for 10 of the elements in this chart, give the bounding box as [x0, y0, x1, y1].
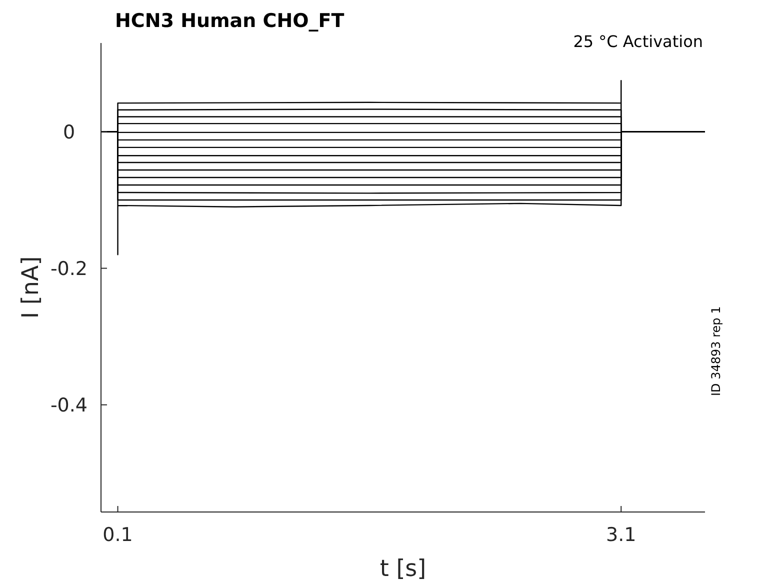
y-tick-label: 0 — [62, 121, 76, 144]
chart-title: HCN3 Human CHO_FT — [115, 10, 344, 32]
y-axis-title: I [nA] — [18, 256, 44, 319]
annotation: 25 °C Activation — [573, 32, 703, 51]
x-tick-label: 0.1 — [102, 524, 133, 546]
y-tick-label: -0.2 — [50, 258, 88, 280]
y-tick-label: -0.4 — [50, 394, 88, 416]
x-tick-label: 3.1 — [606, 524, 636, 546]
text: ID 34893 rep 1 — [709, 306, 723, 396]
x-axis-title: t [s] — [380, 556, 426, 582]
